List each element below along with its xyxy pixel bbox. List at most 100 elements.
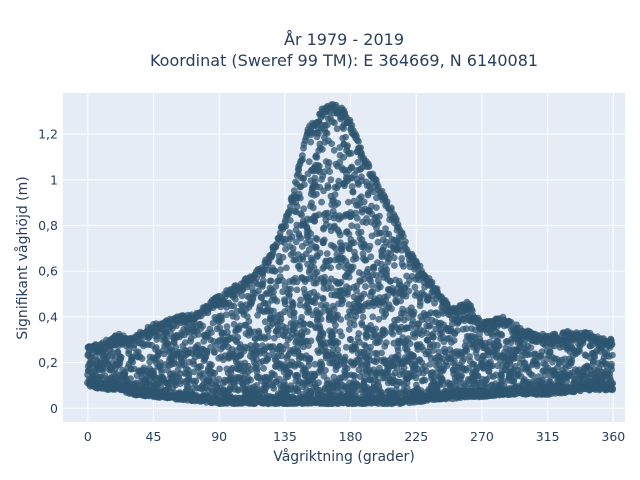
scatter-point (199, 322, 207, 330)
scatter-point (330, 305, 338, 313)
scatter-point (499, 377, 507, 385)
scatter-point (327, 284, 335, 292)
scatter-point (259, 277, 267, 285)
scatter-point (281, 300, 289, 308)
scatter-point (339, 296, 347, 304)
scatter-point (374, 238, 382, 246)
scatter-point (233, 314, 241, 321)
scatter-point (402, 292, 410, 300)
scatter-point (311, 174, 319, 182)
scatter-point (300, 205, 308, 213)
scatter-point (278, 352, 285, 360)
scatter-point (323, 250, 331, 257)
scatter-point (345, 245, 353, 253)
scatter-point (298, 332, 306, 339)
scatter-point (234, 386, 242, 394)
scatter-point (273, 297, 281, 305)
scatter-point (492, 371, 500, 379)
scatter-point (117, 353, 125, 361)
scatter-point (300, 175, 307, 182)
scatter-point (249, 295, 257, 303)
scatter-point (253, 382, 261, 389)
scatter-point (316, 249, 324, 257)
scatter-point (400, 364, 408, 372)
scatter-point (322, 367, 329, 374)
scatter-point (362, 283, 369, 290)
scatter-point (288, 233, 296, 241)
scatter-point (283, 264, 290, 272)
scatter-point (195, 331, 202, 338)
scatter-point (533, 360, 541, 368)
scatter-point (313, 268, 321, 276)
scatter-point (378, 253, 386, 261)
scatter-point (362, 219, 370, 227)
scatter-point (247, 376, 255, 384)
scatter-point (127, 375, 134, 382)
y-tick-label: 0,6 (38, 264, 58, 279)
scatter-point (397, 297, 405, 305)
scatter-point (384, 292, 391, 300)
scatter-point (430, 334, 437, 341)
scatter-point (307, 138, 315, 146)
scatter-point (330, 147, 338, 154)
scatter-point (277, 266, 284, 274)
scatter-point (181, 339, 189, 346)
scatter-point (402, 238, 409, 246)
scatter-point (488, 362, 496, 370)
scatter-point (309, 204, 317, 212)
scatter-point (255, 287, 262, 295)
scatter-point (255, 327, 263, 335)
scatter-point (336, 231, 344, 239)
scatter-point (315, 379, 322, 387)
scatter-point (319, 145, 326, 153)
scatter-point (394, 352, 402, 359)
scatter-point (298, 211, 306, 219)
scatter-point (350, 239, 358, 247)
scatter-point (352, 312, 360, 320)
scatter-point (377, 229, 385, 237)
scatter-point (367, 343, 374, 351)
scatter-point (345, 230, 353, 238)
scatter-point (399, 232, 407, 240)
scatter-point (305, 269, 313, 276)
scatter-point (348, 222, 356, 230)
scatter-point (260, 365, 267, 372)
scatter-point (152, 344, 160, 351)
scatter-point (323, 301, 330, 309)
scatter-point (360, 348, 368, 356)
scatter-point (365, 163, 373, 171)
scatter-point (347, 336, 354, 343)
x-tick-labels: 0 45 90 135 180 225 270 315 360 (84, 429, 625, 444)
scatter-point (310, 258, 317, 265)
scatter-point (297, 296, 304, 304)
scatter-point (344, 291, 351, 298)
scatter-point (319, 329, 327, 337)
scatter-point (192, 377, 200, 385)
scatter-point (435, 348, 443, 356)
x-axis-title: Vågriktning (grader) (273, 448, 415, 465)
scatter-point (374, 183, 382, 190)
scatter-point (331, 119, 338, 127)
scatter-point (332, 245, 340, 253)
scatter-point (364, 265, 372, 273)
scatter-point (265, 352, 273, 359)
scatter-point (372, 325, 379, 333)
scatter-point (609, 380, 617, 387)
scatter-point (253, 274, 261, 282)
scatter-point (375, 220, 382, 227)
scatter-point (211, 348, 218, 355)
scatter-point (215, 375, 223, 383)
scatter-point (495, 342, 503, 349)
scatter-point (609, 386, 616, 394)
scatter-point (482, 377, 490, 384)
scatter-point (430, 346, 437, 354)
scatter-point (334, 199, 342, 207)
data-points (84, 101, 617, 408)
scatter-point (328, 140, 335, 148)
y-tick-labels: 00,20,40,60,811,2 (38, 127, 58, 416)
scatter-point (337, 316, 345, 323)
scatter-point (293, 278, 301, 286)
scatter-point (361, 240, 368, 248)
scatter-point (337, 278, 345, 286)
scatter-point (333, 125, 341, 133)
